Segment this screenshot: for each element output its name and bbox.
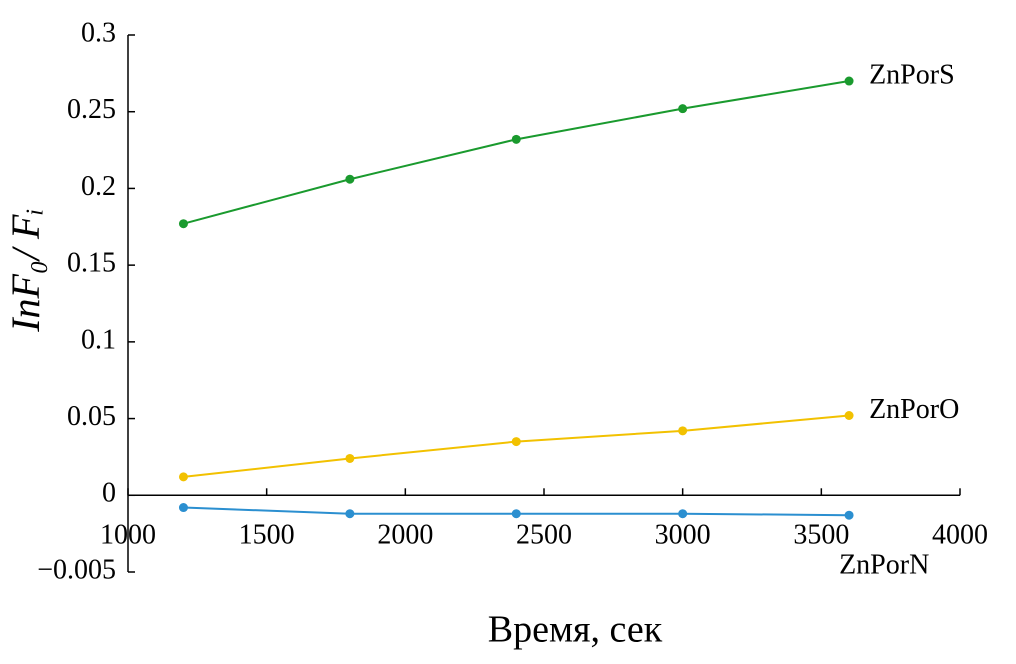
series-line [183, 80, 850, 225]
data-point [345, 453, 355, 463]
y-tick-label: 0.15 [67, 248, 116, 279]
x-tick-label: 1000 [100, 520, 156, 551]
data-point [844, 76, 854, 86]
x-axis-title: Время, сек [488, 609, 663, 651]
data-point [345, 509, 355, 519]
data-point [844, 510, 854, 520]
data-point [678, 509, 688, 519]
data-point [511, 134, 521, 144]
y-tick-label: 0.05 [67, 401, 116, 432]
y-tick-label: 0.25 [67, 94, 116, 125]
series-label: ZnPorO [869, 394, 959, 425]
y-tick-label: −0.005 [37, 554, 116, 585]
x-tick-label: 2500 [516, 520, 572, 551]
series-label: ZnPorN [839, 550, 929, 581]
data-point [678, 426, 688, 436]
data-point [345, 174, 355, 184]
data-point [178, 503, 188, 513]
data-point [178, 219, 188, 229]
y-tick-label: 0.3 [81, 17, 116, 48]
data-point [511, 437, 521, 447]
y-tick-label: 0.1 [81, 324, 116, 355]
x-tick-label: 3000 [655, 520, 711, 551]
series-line [183, 414, 850, 478]
x-tick-label: 3500 [793, 520, 849, 551]
x-tick-label: 4000 [932, 520, 988, 551]
data-point [844, 411, 854, 421]
x-tick-label: 1500 [239, 520, 295, 551]
y-axis-title: InF₀/ Fᵢ [3, 208, 48, 333]
x-tick-label: 2000 [377, 520, 433, 551]
data-point [511, 509, 521, 519]
y-tick-label: 0.2 [81, 171, 116, 202]
series-label: ZnPorS [869, 59, 955, 90]
data-point [678, 104, 688, 114]
y-tick-label: 0 [102, 478, 116, 509]
data-point [178, 472, 188, 482]
